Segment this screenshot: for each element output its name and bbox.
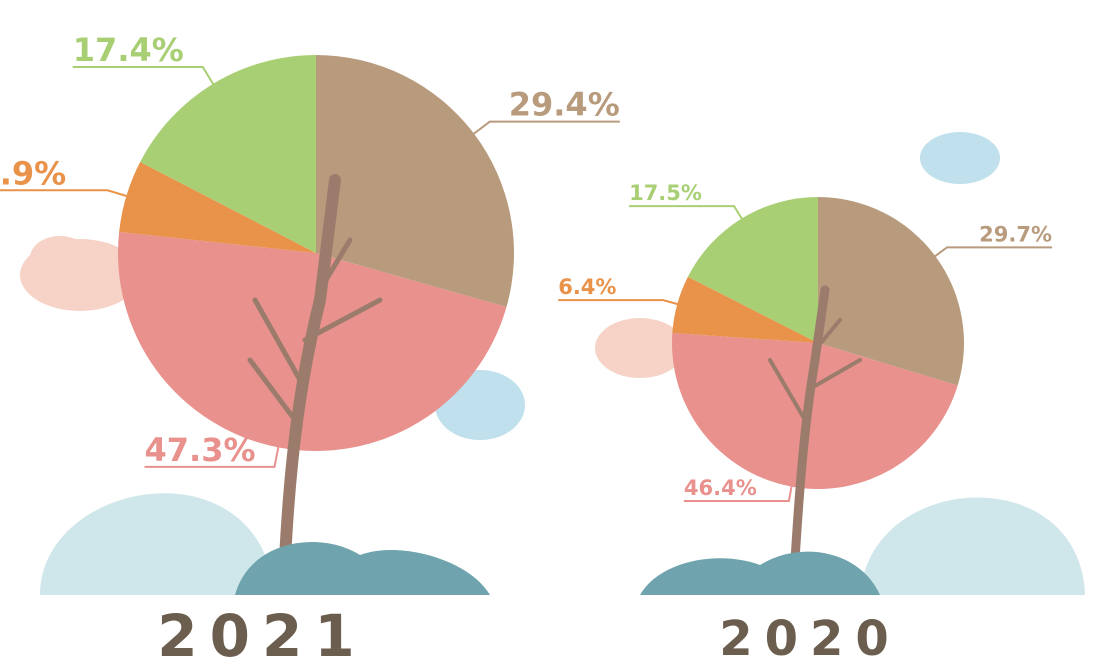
chart-title: 2020 [719,611,901,664]
value-label: 47.3% [145,431,256,469]
pie-charts: 29.4% 47.3% 5.9% 17.4% 29.7% 46.4% 6.4% 17.5% [0,31,1052,501]
value-label: 6.4% [558,275,616,299]
value-label: 17.4% [73,31,184,69]
infographic: 29.4% 47.3% 5.9% 17.4% 29.7% 46.4% 6.4% 17.5% 2… [0,0,1093,664]
value-label: 46.4% [684,476,757,500]
value-label: 17.5% [629,181,702,205]
bush-decoration [40,493,1085,595]
value-label: 29.4% [509,86,620,124]
value-label: 29.7% [979,222,1052,246]
value-label: 5.9% [0,154,66,192]
chart-title: 2021 [157,602,366,664]
